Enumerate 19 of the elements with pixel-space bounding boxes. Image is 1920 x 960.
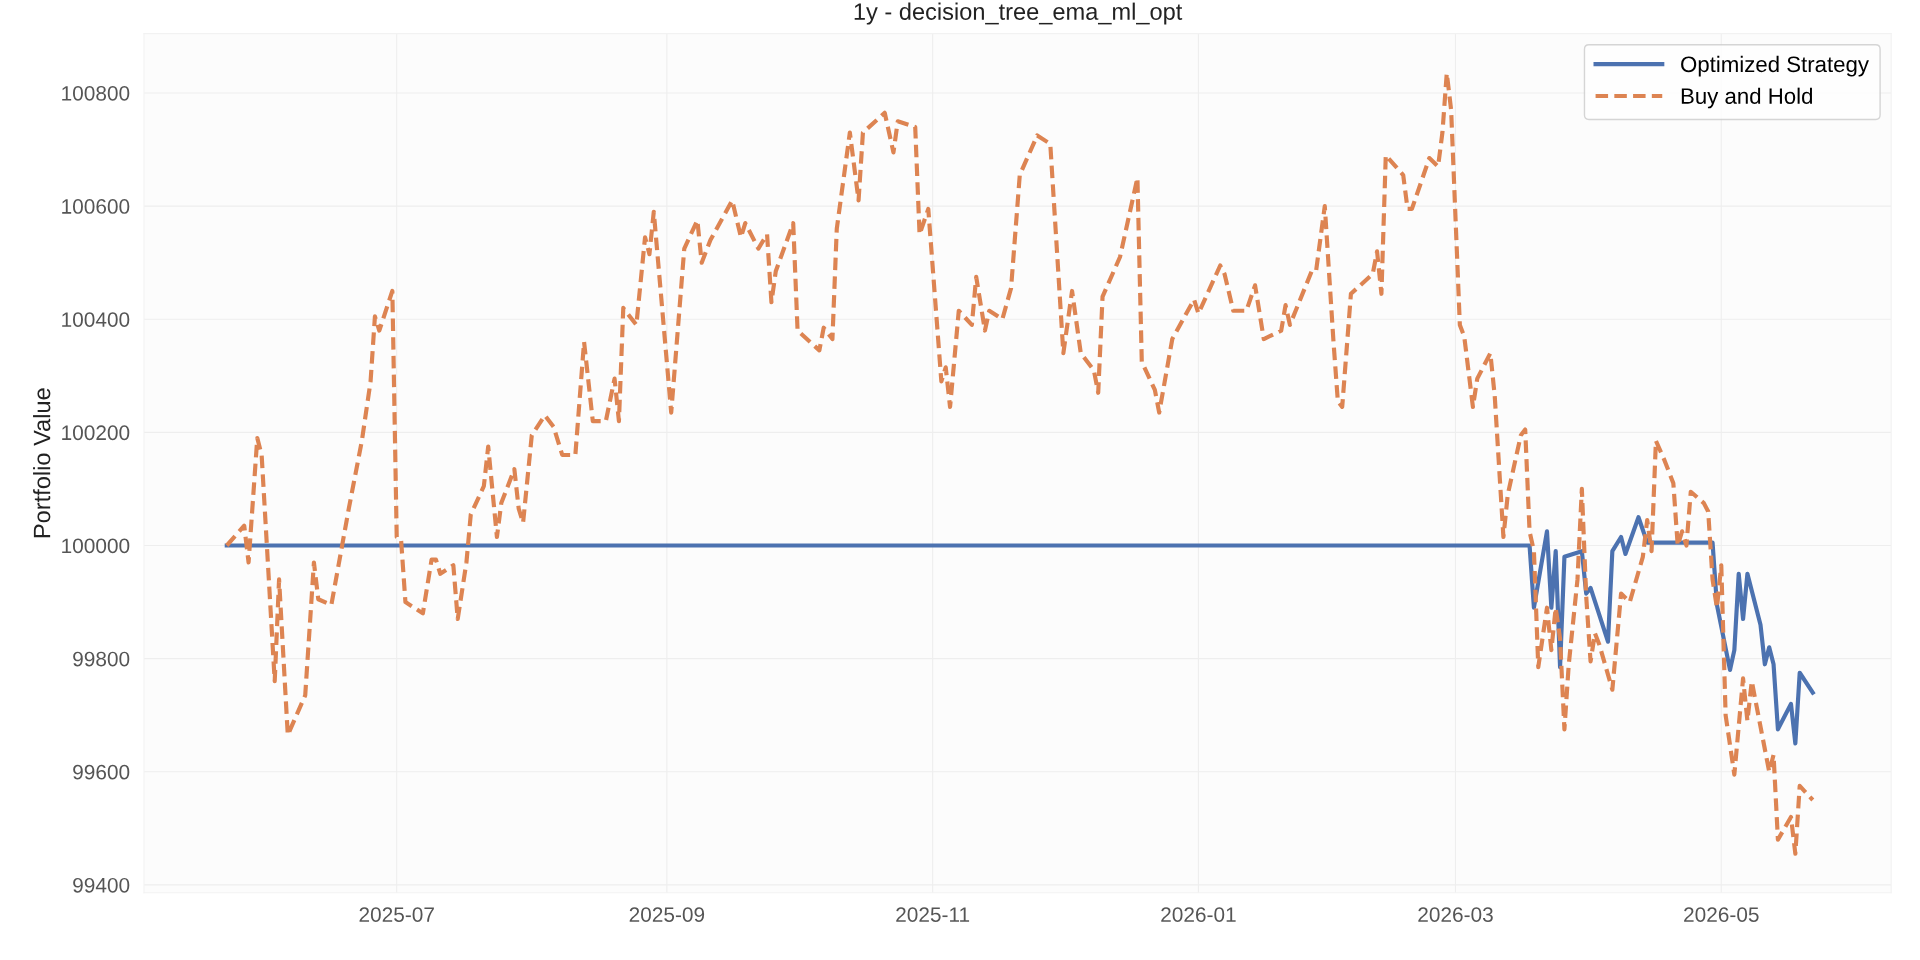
line-series	[224, 515, 1815, 746]
y-tick-label: 99400	[73, 877, 130, 893]
x-tick-label: 2026-01	[1161, 907, 1236, 922]
y-axis-title: Portfolio Value	[33, 388, 51, 538]
chart-title: 1y - decision_tree_ema_ml_opt	[854, 2, 1183, 25]
x-tick-label: 2026-05	[1684, 907, 1759, 922]
legend-label: Optimized Strategy	[1681, 55, 1869, 77]
y-tick-label: 99600	[73, 764, 130, 780]
legend-label: Buy and Hold	[1681, 87, 1813, 109]
y-tick-label: 100600	[62, 199, 130, 214]
y-tick-label: 100000	[62, 538, 130, 554]
y-tick-label: 100800	[62, 85, 130, 101]
x-tick-label: 2025-07	[359, 907, 434, 922]
y-tick-label: 99800	[73, 651, 130, 667]
x-tick-label: 2026-03	[1418, 907, 1493, 922]
x-tick-label: 2025-11	[896, 907, 970, 922]
x-tick-label: 2025-09	[629, 907, 705, 922]
y-tick-label: 100400	[62, 312, 130, 327]
y-tick-label: 100200	[62, 425, 130, 441]
